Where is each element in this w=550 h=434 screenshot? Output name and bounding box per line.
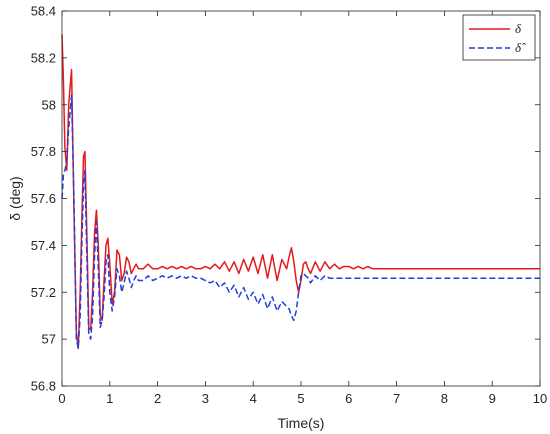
y-axis-label: δ (deg) [7,176,23,220]
x-tick-label: 9 [489,391,496,406]
x-tick-label: 6 [345,391,352,406]
x-tick-label: 10 [533,391,547,406]
y-tick-label: 58 [42,97,56,112]
x-tick-label: 8 [441,391,448,406]
series-layer [61,34,540,350]
plot-frame [61,10,541,387]
series-line-delta-hat [61,94,540,350]
series-line-delta [61,34,540,350]
x-tick-label: 0 [58,391,65,406]
x-tick-label: 3 [202,391,209,406]
legend-box [462,14,536,61]
x-tick-label: 5 [297,391,304,406]
y-tick-label: 58.2 [31,50,56,65]
legend: δ δ̂ [462,14,536,61]
plot-area [62,11,540,386]
y-tick-label: 58.4 [31,4,56,19]
x-tick-label: 7 [393,391,400,406]
y-tick-label: 57.8 [31,144,56,159]
x-tick-label: 1 [106,391,113,406]
x-tick-label: 4 [250,391,257,406]
y-tick-label: 56.8 [31,379,56,394]
y-tick-label: 57 [42,332,56,347]
y-tick-label: 57.6 [31,191,56,206]
legend-label-delta-hat: δ̂ [515,40,526,55]
legend-label-delta: δ [515,21,522,36]
tick-layer: 0 1 2 3 4 5 6 7 8 9 10 56.8 57 57.2 57.4 57.6 57.8 58 58.2… [31,4,548,407]
y-tick-label: 57.4 [31,238,56,253]
x-tick-label: 2 [154,391,161,406]
y-tick-label: 57.2 [31,285,56,300]
x-axis-label: Time(s) [278,415,325,431]
